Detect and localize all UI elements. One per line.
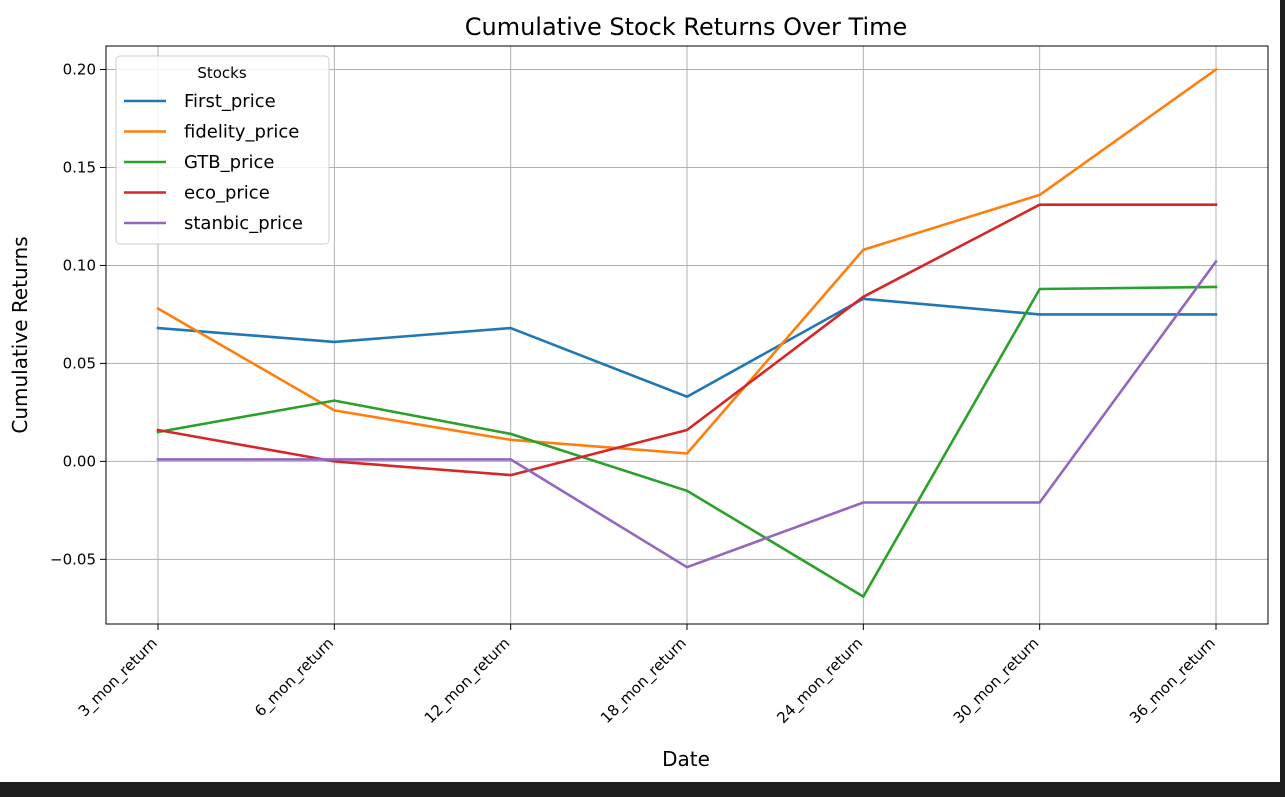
series-line-first-price (156, 297, 1218, 399)
x-tick-label: 30_mon_return (950, 634, 1044, 728)
y-axis-title: Cumulative Returns (8, 236, 32, 433)
chart-title: Cumulative Stock Returns Over Time (465, 13, 908, 41)
y-tick-label: 0.15 (63, 158, 96, 176)
legend-label: First_price (184, 91, 276, 112)
legend-label: eco_price (184, 183, 270, 204)
y-tick-label: 0.10 (63, 256, 96, 274)
x-tick-label: 36_mon_return (1126, 634, 1220, 728)
x-tick-label: 12_mon_return (421, 634, 515, 728)
line-chart: 3_mon_return 6_mon_return 12_mon_return 18_… (8, 13, 1269, 771)
legend-title: Stocks (197, 64, 247, 82)
legend: Stocks First_price fidelity_price GTB_price… (115, 55, 330, 245)
legend-label: stanbic_price (184, 213, 303, 234)
y-tick-label: −0.05 (50, 550, 96, 568)
x-tick-label: 24_mon_return (773, 634, 867, 728)
chart-figure: 3_mon_return 6_mon_return 12_mon_return 18_… (0, 0, 1280, 782)
legend-label: fidelity_price (184, 122, 299, 143)
legend-box (115, 55, 330, 245)
y-tick-label: 0.05 (63, 354, 96, 372)
series-line-fidelity-price (156, 67, 1218, 455)
x-tick-label: 18_mon_return (597, 634, 691, 728)
y-tick-label: 0.20 (63, 61, 96, 79)
series-line-eco-price (156, 203, 1218, 477)
series-line-gtb-price (156, 285, 1218, 598)
legend-label: GTB_price (184, 152, 274, 173)
y-tick-label: 0.00 (63, 452, 96, 470)
series-lines (156, 67, 1218, 598)
x-axis-title: Date (662, 747, 710, 771)
series-line-stanbic-price (156, 259, 1218, 569)
x-tick-label: 6_mon_return (251, 634, 338, 721)
x-tick-label: 3_mon_return (75, 634, 162, 721)
